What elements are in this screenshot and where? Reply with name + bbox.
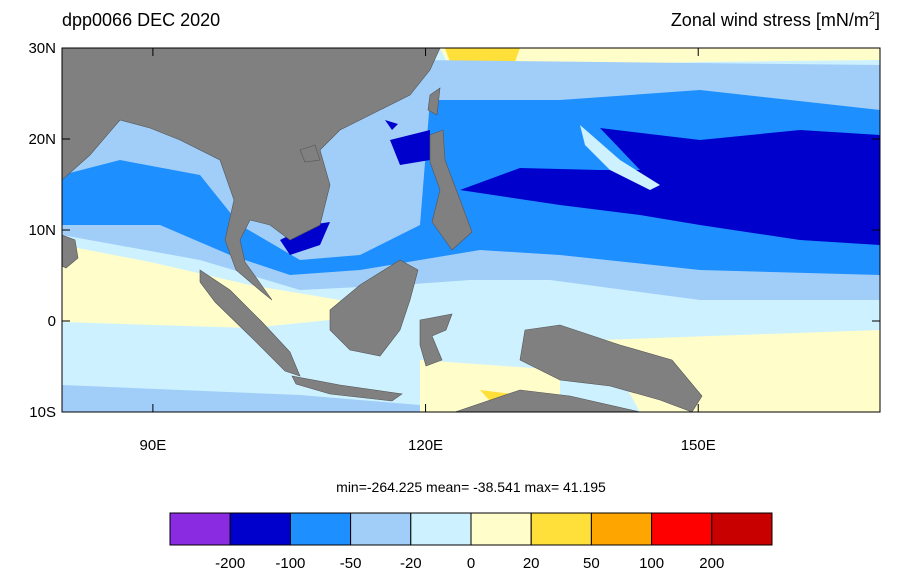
- colorbar-box: [711, 512, 773, 546]
- lat-label: 0: [48, 313, 56, 330]
- colorbar-box: [590, 512, 653, 546]
- colorbar-label: -200: [215, 555, 245, 572]
- lon-label: 150E: [681, 437, 716, 454]
- field-band: [280, 120, 430, 255]
- colorbar-box: [229, 512, 291, 546]
- colorbar-box: [350, 512, 412, 546]
- field-band: [460, 128, 880, 245]
- colorbar-box: [410, 512, 472, 546]
- land: [429, 129, 473, 251]
- field-band: [62, 245, 340, 328]
- stats: min=-264.225 mean= -38.541 max= 41.195: [336, 479, 606, 495]
- land: [419, 313, 453, 367]
- land: [62, 48, 441, 301]
- land: [454, 389, 641, 412]
- land: [329, 259, 419, 357]
- lat-label: 20N: [28, 131, 56, 148]
- colorbar-label: 20: [523, 555, 540, 572]
- field-band: [580, 125, 660, 190]
- title-left: dpp0066 DEC 2020: [62, 10, 220, 30]
- colorbar-label: -100: [275, 555, 305, 572]
- lat-label: 10S: [29, 404, 56, 421]
- land: [199, 269, 301, 377]
- colorbar-box: [289, 512, 352, 546]
- title-text: Zonal wind stress [mN/m: [671, 10, 869, 30]
- colorbar-box: [470, 512, 532, 546]
- lat-label: 10N: [28, 222, 56, 239]
- land: [299, 144, 321, 163]
- colorbar-box: [530, 512, 592, 546]
- colorbar-box: [651, 512, 713, 546]
- colorbar-label: 0: [467, 555, 475, 572]
- title-sup: 2: [869, 10, 875, 22]
- title-right: Zonal wind stress [mN/m2]: [671, 10, 880, 30]
- colorbar-label: 100: [639, 555, 664, 572]
- land: [519, 324, 703, 412]
- title-end: ]: [875, 10, 880, 30]
- colorbar-label: -50: [340, 555, 362, 572]
- field-band: [62, 90, 880, 275]
- colorbar-label: 50: [583, 555, 600, 572]
- colorbar-box: [169, 512, 231, 546]
- land: [62, 234, 79, 269]
- colorbar-label: 200: [699, 555, 724, 572]
- lon-label: 120E: [408, 437, 443, 454]
- land: [291, 375, 403, 402]
- field-band: [62, 385, 420, 412]
- lon-label: 90E: [140, 437, 167, 454]
- land: [427, 87, 441, 116]
- field: [62, 48, 880, 412]
- colorbar-label: -20: [400, 555, 422, 572]
- field-band: [445, 48, 520, 62]
- lat-label: 30N: [28, 40, 56, 57]
